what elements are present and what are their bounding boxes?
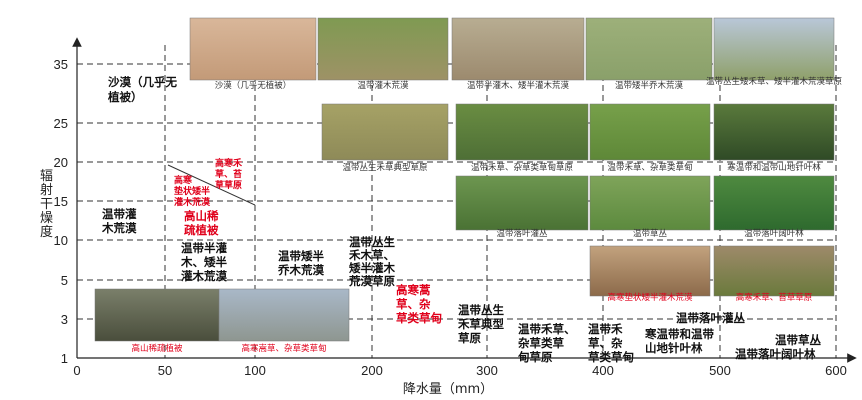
y-tick-label: 35: [54, 57, 68, 72]
vegetation-photo: [321, 103, 449, 161]
vegetation-photo: [713, 245, 835, 297]
vegetation-photo: [451, 17, 585, 81]
x-tick-label: 300: [476, 363, 498, 378]
vegetation-photo: [585, 17, 713, 81]
y-tick-label: 1: [61, 351, 68, 366]
photo-caption: 温带禾草、杂草类草甸草原: [471, 162, 573, 173]
photo-caption: 高寒嵩草、杂草类草甸: [241, 343, 326, 354]
vegetation-photo: [589, 245, 711, 297]
photo-caption: 沙漠（几乎无植被）: [215, 80, 292, 91]
photo-caption: 高山稀疏植被: [131, 343, 183, 354]
photo-caption: 温带半灌木、矮半灌木荒漠: [467, 80, 570, 91]
photo-caption: 寒温带和温带山地针叶林: [727, 162, 821, 173]
y-tick-label: 25: [54, 116, 68, 131]
photo-caption: 高寒垫状矮半灌木荒漠: [607, 292, 693, 303]
x-axis-label: 降水量（mm）: [403, 382, 493, 397]
photo-caption: 温带禾草、杂草类草甸: [607, 162, 692, 173]
vegetation-photo: [713, 17, 835, 81]
zone-label: 温带丛生禾草典型草原: [458, 303, 504, 345]
vegetation-photo: [94, 288, 220, 342]
zone-label: 温带草丛温带落叶阔叶林: [735, 333, 821, 361]
x-tick-label: 50: [158, 363, 172, 378]
x-tick-label: 200: [361, 363, 383, 378]
y-tick-label: 10: [54, 233, 68, 248]
zone-label: 高寒禾草、苔草草原: [215, 157, 242, 191]
vegetation-photo: [589, 103, 711, 161]
vegetation-photo: [713, 175, 835, 231]
zone-label: 高寒垫状矮半灌木荒漠: [174, 174, 211, 208]
zone-label: 沙漠（几乎无植被）: [107, 75, 177, 104]
vegetation-photo: [455, 103, 589, 161]
grid-diagonal: [167, 164, 256, 206]
photo-caption: 温带落叶阔叶林: [744, 228, 804, 239]
photo-caption: 温带草丛: [633, 228, 668, 239]
zone-labels: 沙漠（几乎无植被）温带灌木荒漠高山稀疏植被高寒垫状矮半灌木荒漠高寒禾草、苔草草原…: [101, 75, 821, 364]
y-axis-label: 辐射干燥度: [40, 169, 53, 240]
vegetation-photo: [218, 288, 350, 342]
x-tick-label: 400: [592, 363, 614, 378]
photo-caption: 高寒禾草、苔草草原: [736, 292, 813, 303]
photo-caption: 温带灌木荒漠: [357, 80, 409, 91]
vegetation-photo: [455, 175, 589, 231]
photo-caption: 温带丛生矮禾草、矮半灌木荒漠草原: [706, 76, 842, 87]
x-tick-label: 600: [825, 363, 847, 378]
photo-caption: 温带矮半乔木荒漠: [615, 80, 684, 91]
photo-caption: 温带丛生禾草典型草原: [342, 162, 427, 173]
x-tick-label: 500: [709, 363, 731, 378]
x-tick-label: 0: [73, 363, 80, 378]
y-tick-label: 5: [61, 273, 68, 288]
zone-label: 温带禾草、杂草类草甸: [588, 322, 634, 364]
zone-label: 温带灌木荒漠: [101, 207, 137, 235]
zone-label: 温带丛生禾木草、矮半灌木荒漠草原: [348, 235, 395, 288]
y-tick-label: 15: [54, 194, 68, 209]
vegetation-photo: [317, 17, 449, 81]
zone-label: 高山稀疏植被: [184, 209, 219, 237]
y-tick-label: 20: [54, 155, 68, 170]
vegetation-photo: [189, 17, 317, 81]
zone-label: 高寒蒿草、杂草类草甸: [396, 283, 442, 325]
zone-label: 温带矮半乔木荒漠: [277, 249, 324, 277]
zone-label: 寒温带和温带山地针叶林: [644, 327, 714, 355]
vegetation-photo: [589, 175, 711, 231]
y-tick-label: 3: [61, 312, 68, 327]
x-tick-labels: 0 50 100 200 300 400 500 600: [73, 363, 846, 378]
vegetation-photos: 沙漠（几乎无植被） 温带灌木荒漠 温带半灌木、矮半灌木荒漠 温带矮半乔木荒漠 温带丛生矮…: [94, 17, 842, 354]
zone-label: 温带半灌木、矮半灌木荒漠: [180, 241, 227, 283]
zone-label: 温带禾草、杂草类草甸草原: [517, 322, 576, 364]
x-tick-label: 100: [244, 363, 266, 378]
zone-label: 温带落叶灌丛: [676, 311, 745, 325]
vegetation-photo: [713, 103, 835, 161]
photo-caption: 温带落叶灌丛: [496, 228, 548, 239]
